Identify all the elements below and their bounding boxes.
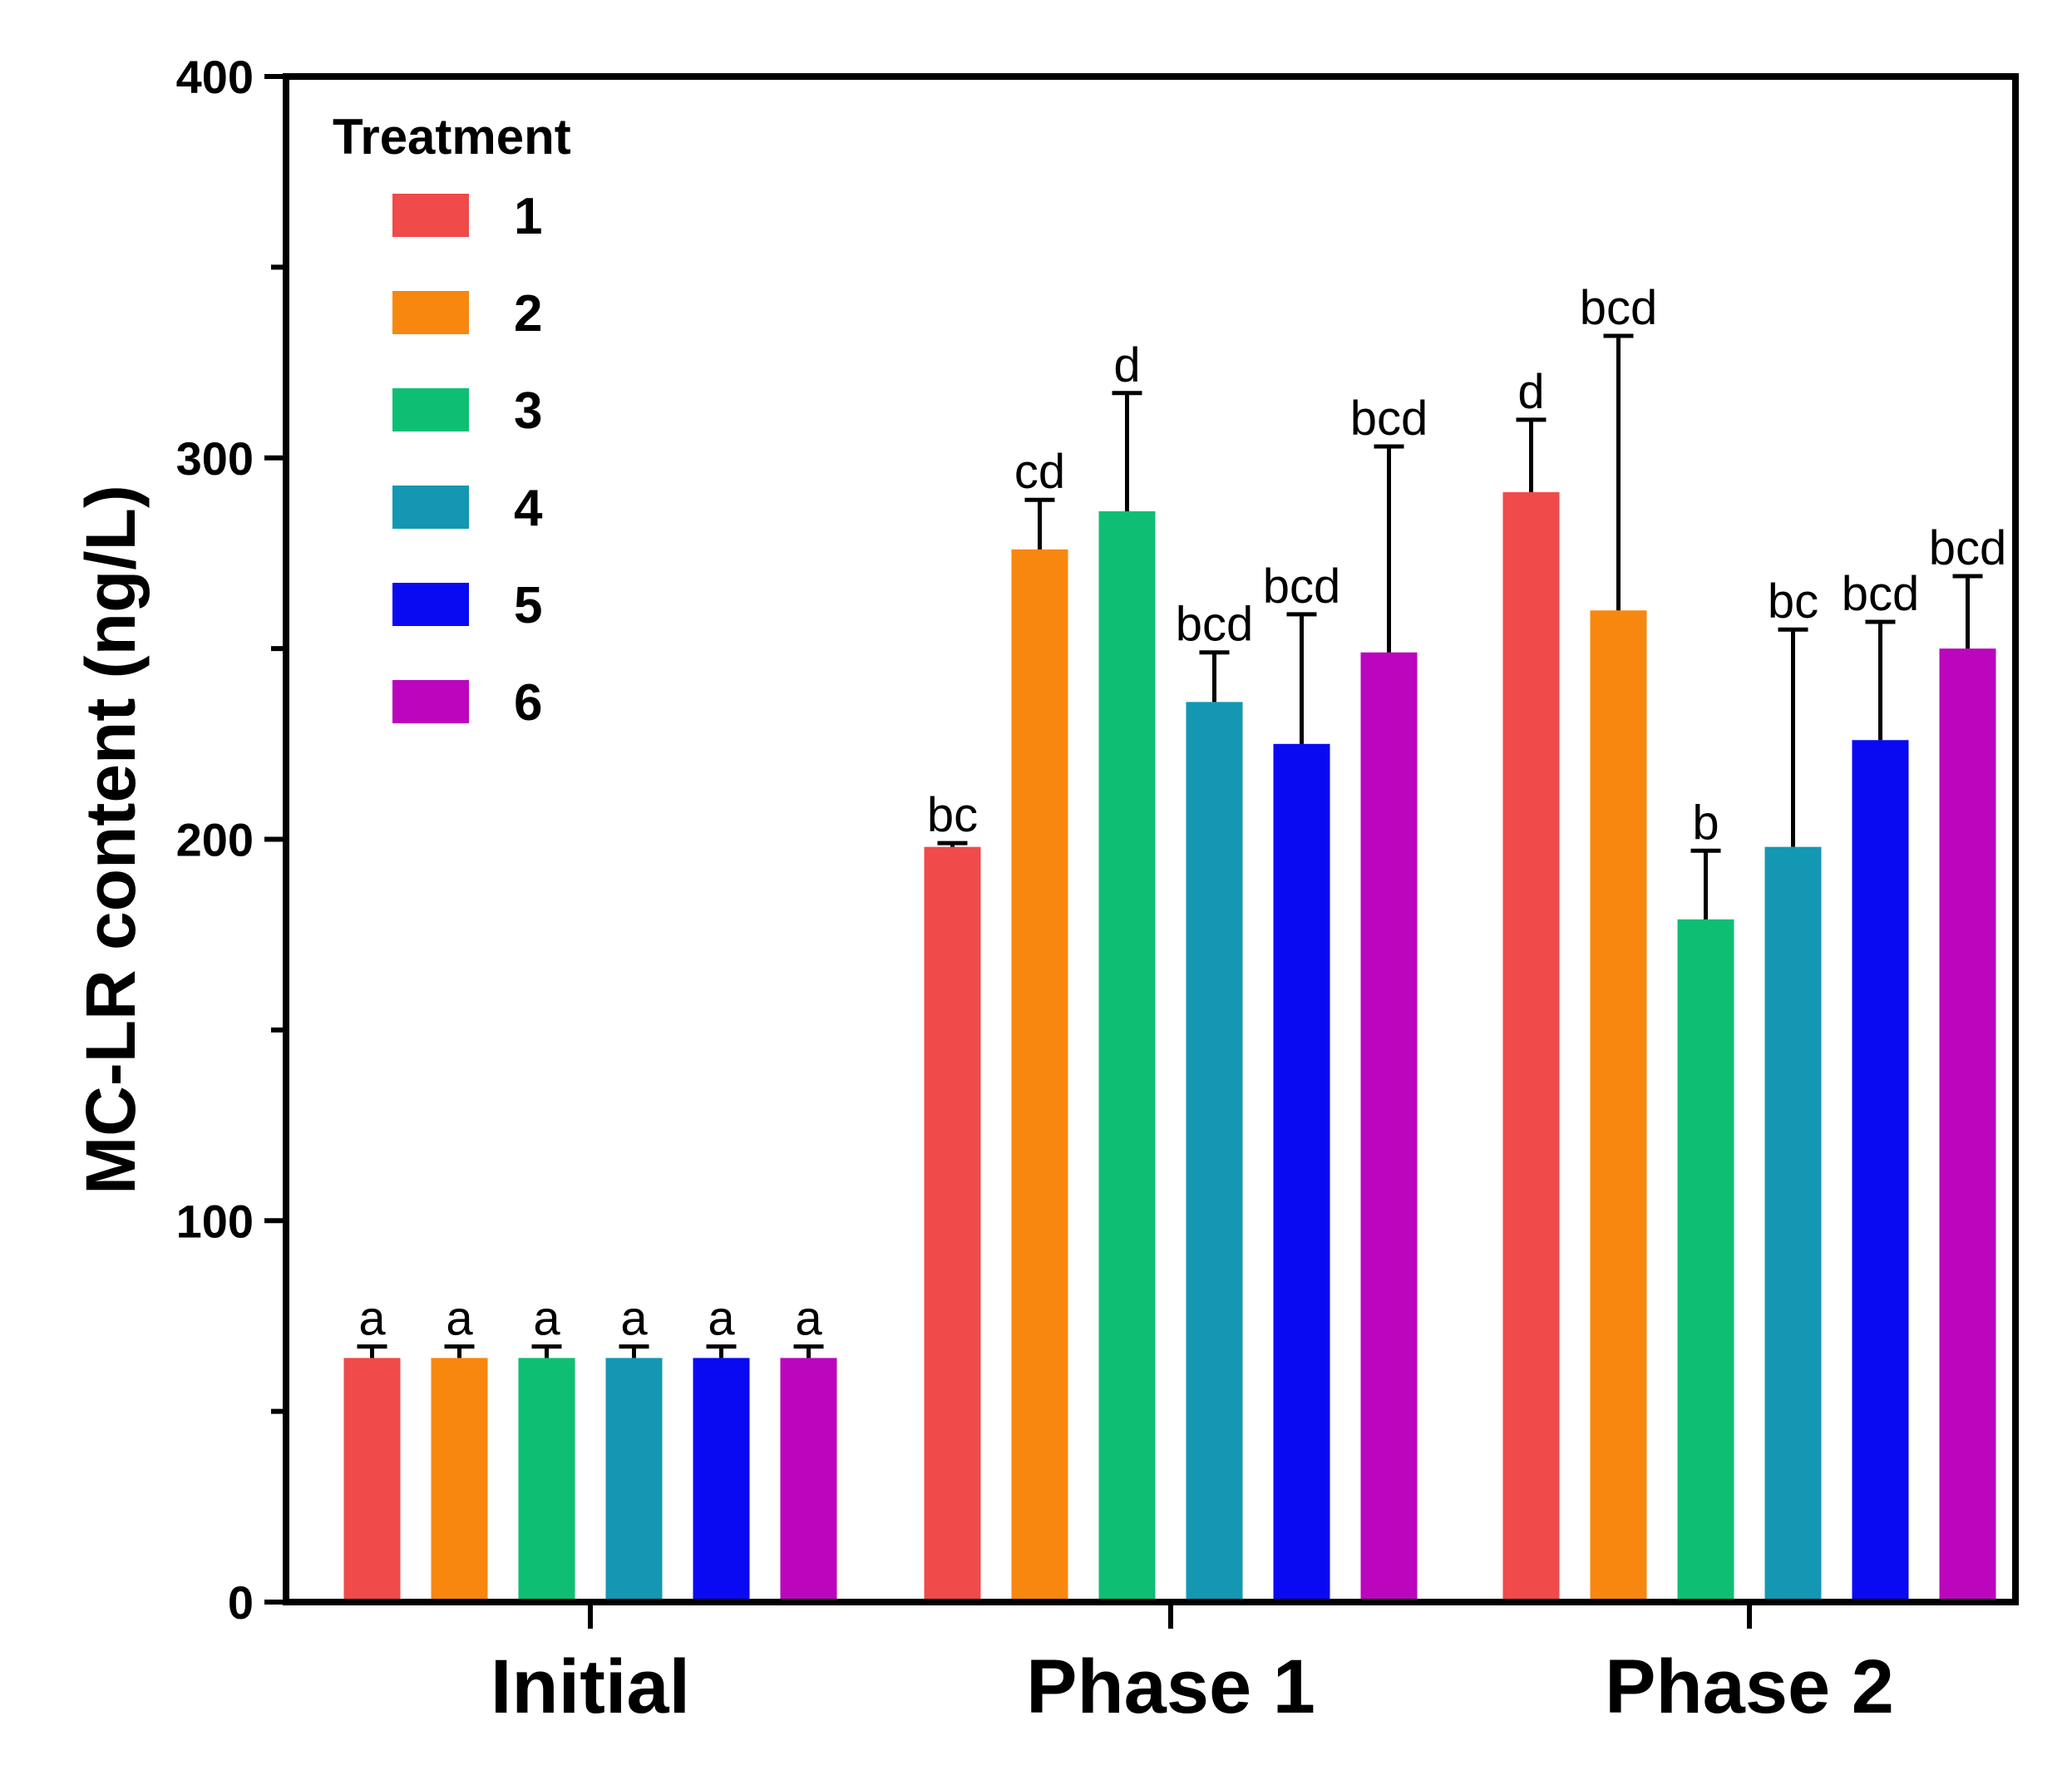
legend-title: Treatment (333, 109, 571, 165)
significance-label: a (446, 1292, 473, 1346)
bar-t3-phase-1 (1098, 510, 1156, 1602)
bar-t3-initial (518, 1358, 575, 1602)
significance-label: a (708, 1292, 735, 1346)
legend-label: 2 (514, 285, 542, 343)
legend-label: 1 (514, 188, 542, 245)
bar-t4-phase-1 (1186, 702, 1243, 1602)
y-tick-label: 0 (228, 1576, 254, 1629)
legend-label: 5 (514, 577, 542, 634)
significance-label: bcd (1350, 392, 1428, 446)
y-tick-label: 100 (176, 1195, 254, 1247)
y-tick-label: 400 (176, 51, 254, 103)
bar-t2-phase-1 (1011, 549, 1068, 1602)
x-category-label: Phase 1 (1026, 1644, 1315, 1729)
x-category-label: Phase 2 (1605, 1644, 1894, 1729)
significance-label: a (533, 1292, 560, 1346)
bar-t5-initial (693, 1358, 750, 1602)
legend-label: 4 (514, 480, 543, 537)
significance-label: d (1113, 338, 1140, 392)
legend-label: 3 (514, 382, 542, 440)
significance-label: a (620, 1292, 648, 1346)
y-tick-label: 200 (176, 814, 254, 866)
y-axis-ticks: 0 100 200 300 400 (176, 51, 286, 1629)
x-axis-ticks: Initial Phase 1 Phase 2 (491, 1602, 1894, 1729)
error-bars-layer (357, 333, 1983, 1358)
y-tick-label: 300 (176, 432, 254, 485)
significance-label: bc (927, 788, 978, 842)
bar-t1-phase-2 (1502, 492, 1560, 1602)
legend-swatch-3 (392, 388, 469, 431)
significance-label: bc (1768, 574, 1818, 629)
bar-t4-initial (605, 1358, 663, 1602)
significance-label: bcd (1842, 567, 1920, 621)
bars-layer (343, 492, 1996, 1602)
significance-label: a (795, 1292, 822, 1346)
legend-swatch-6 (392, 680, 469, 723)
y-axis-title: MC-LR content (ng/L) (72, 485, 150, 1195)
significance-label: a (358, 1292, 386, 1346)
significance-label: bcd (1580, 281, 1658, 335)
bar-t4-phase-2 (1764, 846, 1822, 1602)
legend-swatch-1 (392, 194, 469, 237)
bar-t5-phase-1 (1273, 743, 1330, 1602)
legend-label: 6 (514, 674, 542, 732)
significance-label: cd (1014, 445, 1065, 499)
legend-swatch-2 (392, 291, 469, 334)
bar-t6-phase-1 (1360, 652, 1418, 1602)
bar-t5-phase-2 (1852, 740, 1909, 1602)
legend: 1 2 3 4 5 6 (392, 188, 543, 732)
bar-t2-phase-2 (1590, 610, 1647, 1602)
significance-label: b (1692, 796, 1719, 850)
bar-t2-initial (431, 1358, 488, 1602)
bar-t6-phase-2 (1939, 648, 1996, 1602)
legend-swatch-4 (392, 486, 469, 529)
bar-t3-phase-2 (1677, 919, 1734, 1602)
bar-t1-initial (343, 1358, 401, 1602)
x-category-label: Initial (491, 1644, 690, 1729)
significance-label: bcd (1176, 598, 1254, 652)
significance-label: bcd (1263, 560, 1341, 614)
bar-t1-phase-1 (924, 846, 981, 1602)
significance-label: bcd (1929, 521, 2007, 575)
legend-swatch-5 (392, 583, 469, 626)
bar-t6-initial (780, 1358, 837, 1602)
significance-label: d (1517, 365, 1544, 419)
